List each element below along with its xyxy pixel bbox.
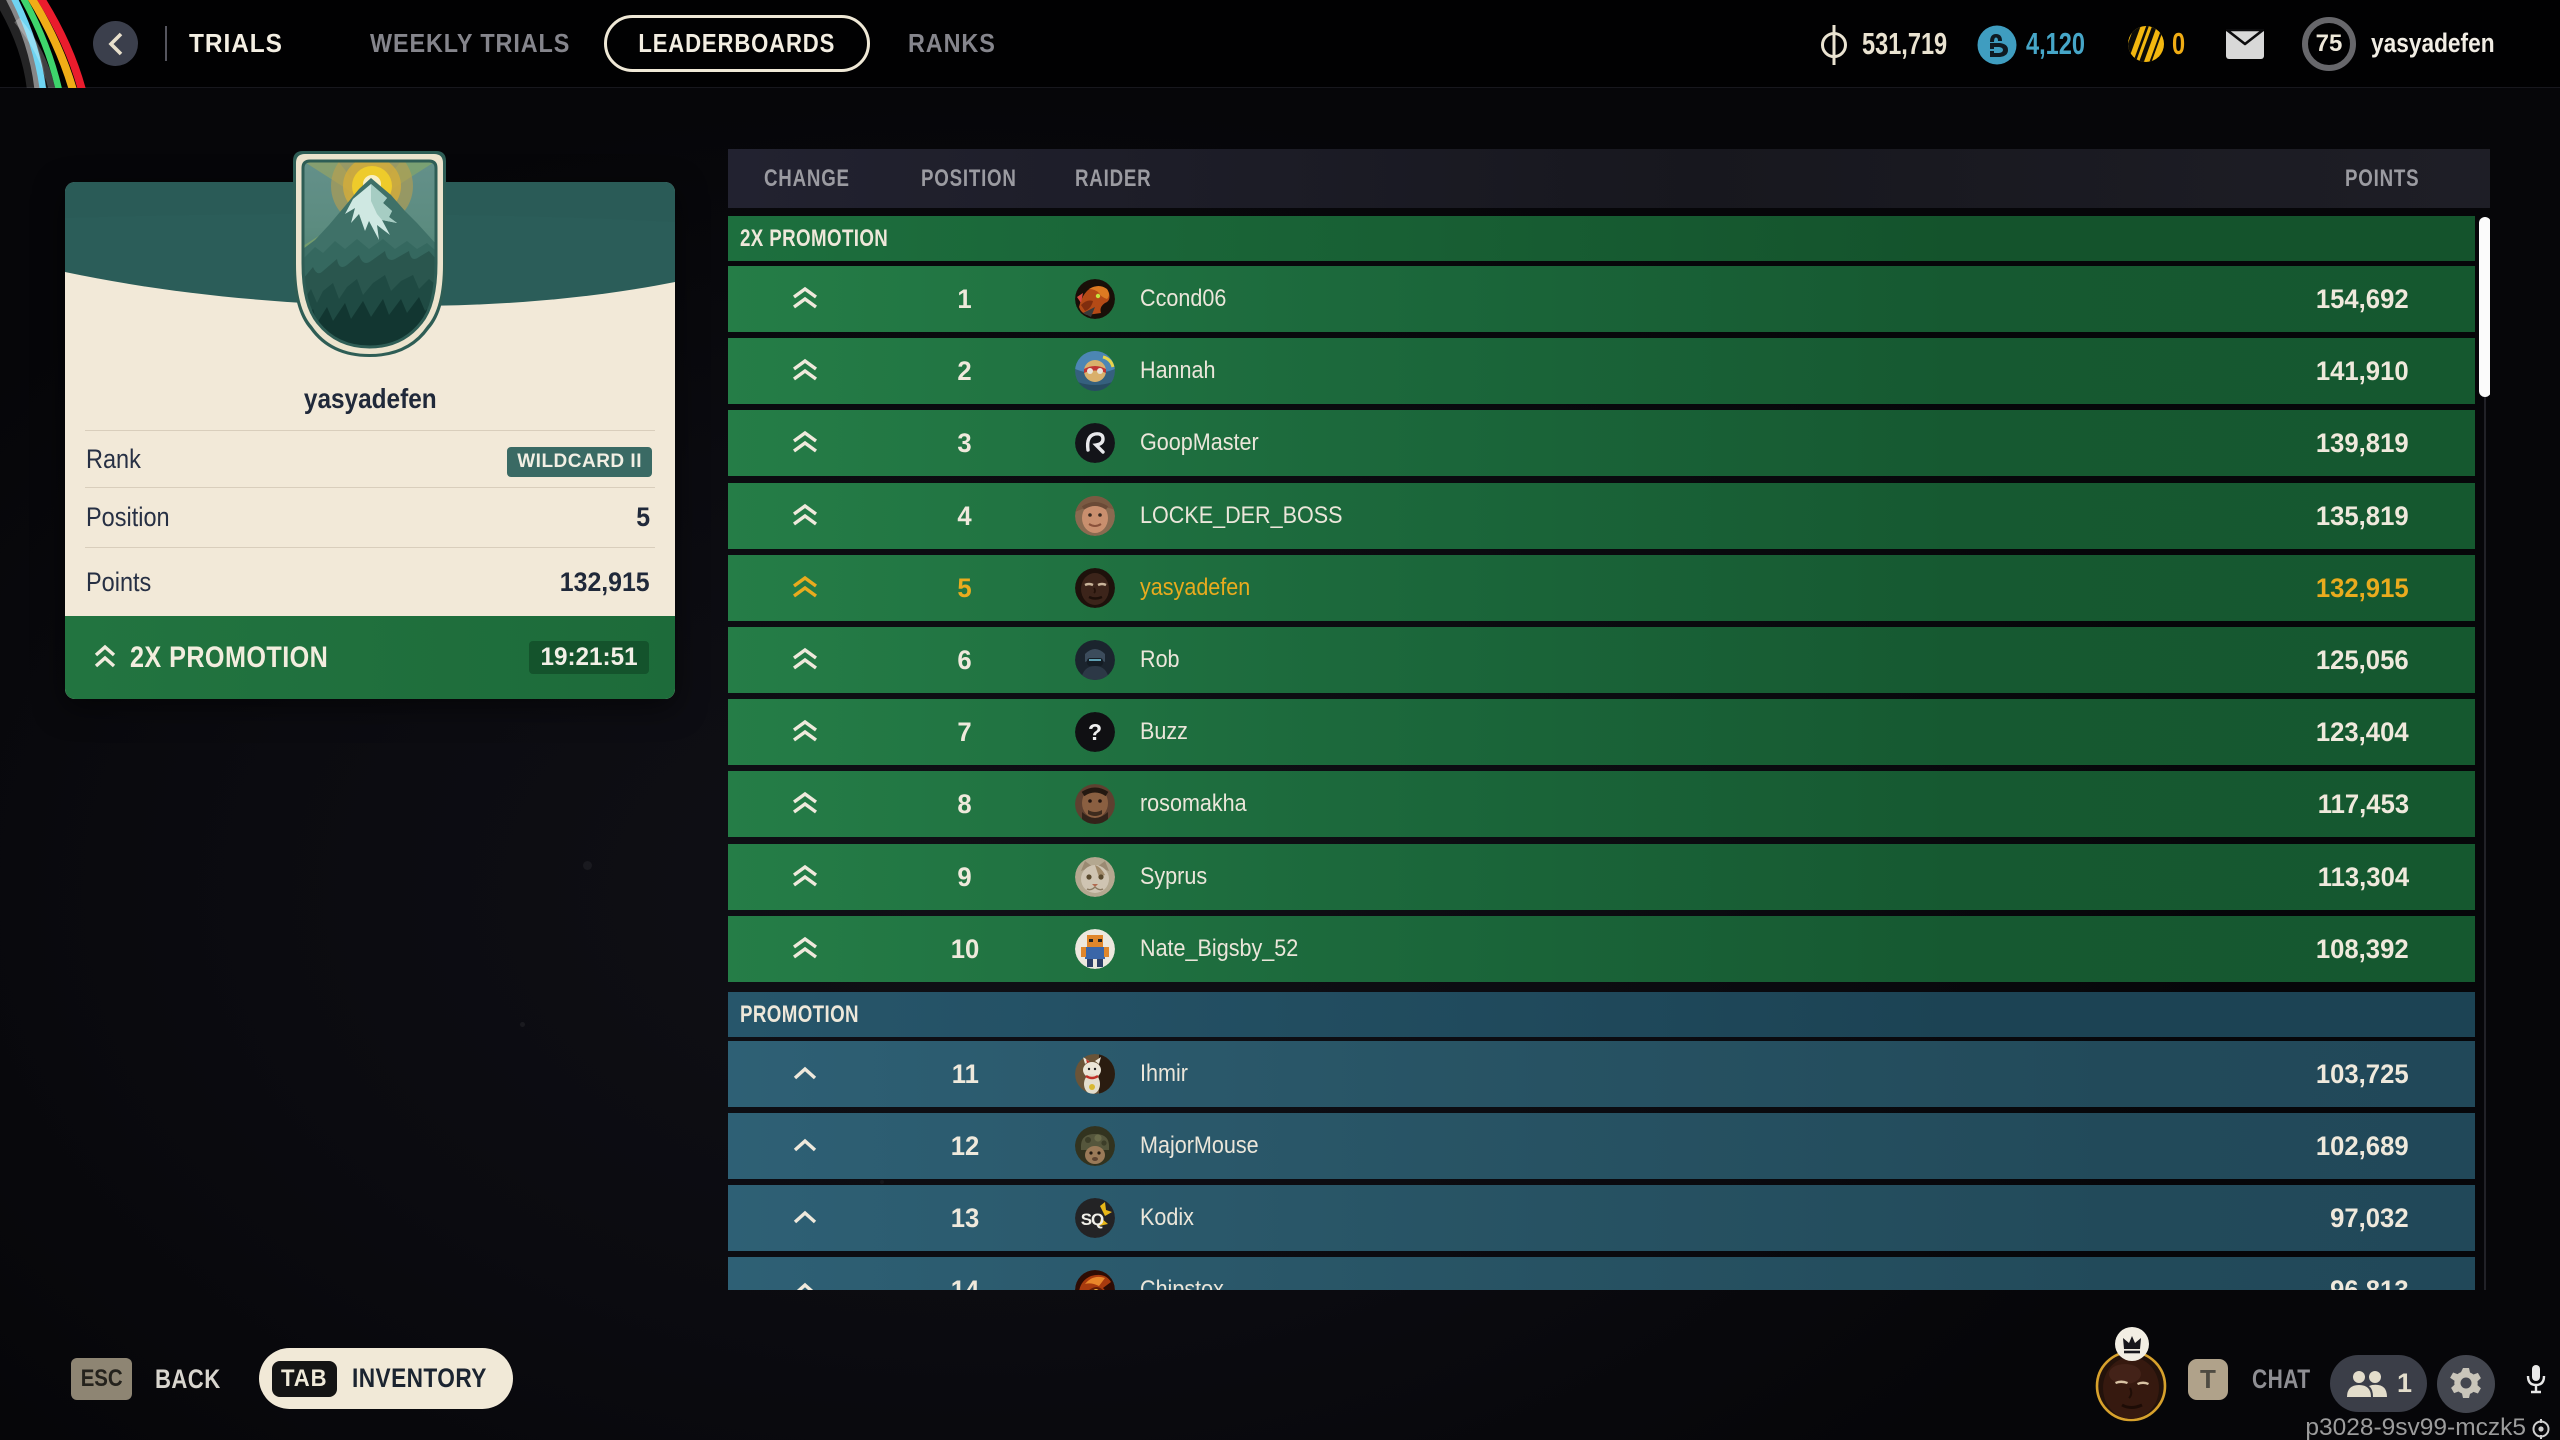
svg-text:SQ: SQ	[1081, 1210, 1104, 1229]
svg-text:?: ?	[1088, 719, 1102, 745]
